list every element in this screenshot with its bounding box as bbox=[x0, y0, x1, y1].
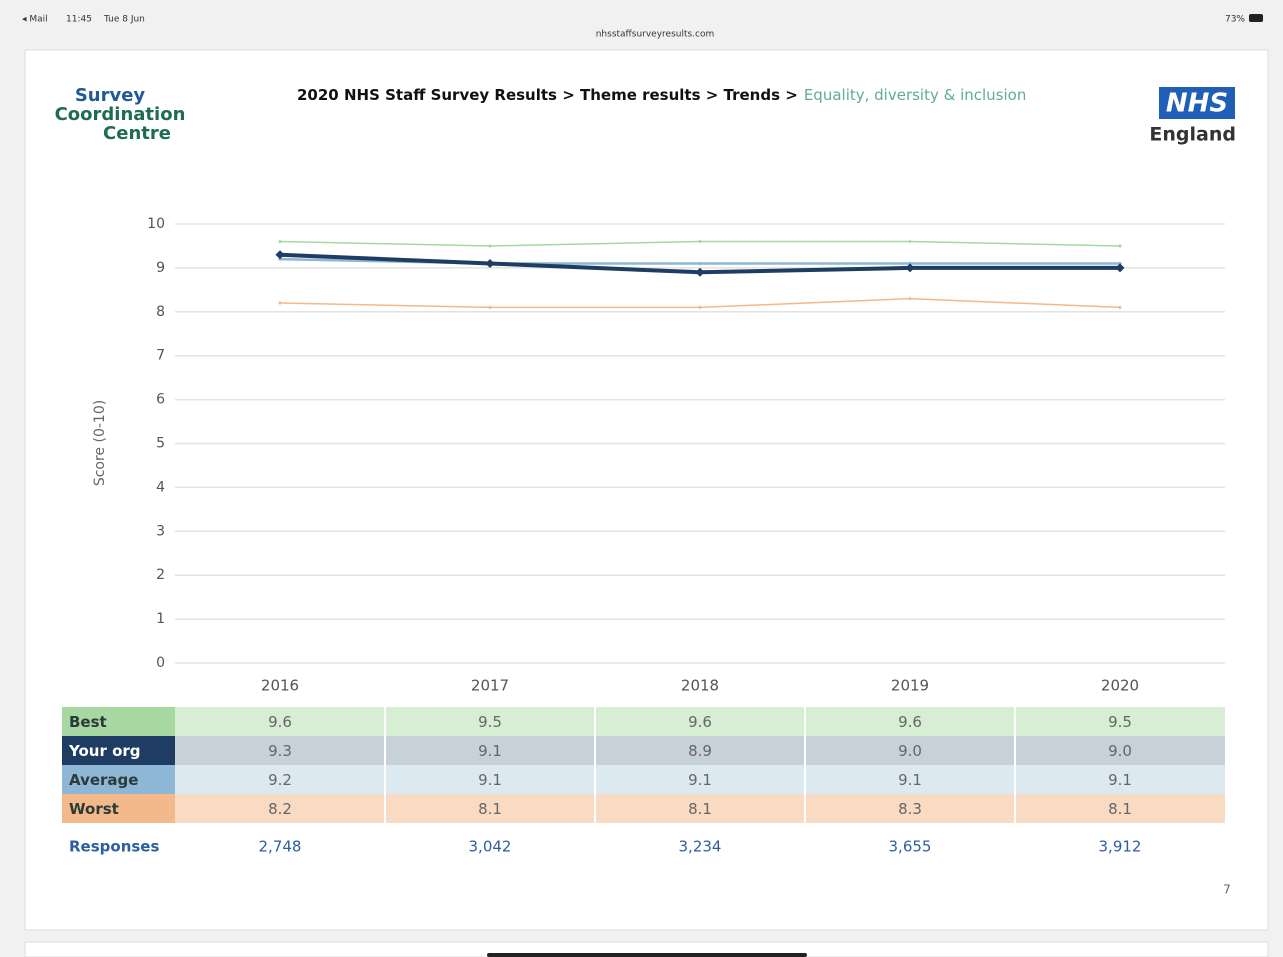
table-value: 8.1 bbox=[478, 800, 502, 818]
y-tick-label: 1 bbox=[156, 611, 165, 627]
breadcrumb-current: Equality, diversity & inclusion bbox=[804, 86, 1027, 104]
series-marker bbox=[698, 261, 702, 266]
x-tick-label: 2020 bbox=[1101, 677, 1139, 695]
url[interactable]: nhsstaffsurveyresults.com bbox=[596, 30, 715, 40]
responses-value: 3,912 bbox=[1099, 838, 1142, 856]
status-time: 11:45 bbox=[66, 15, 92, 25]
table-value: 8.2 bbox=[268, 800, 292, 818]
status-app[interactable]: ◂ Mail bbox=[22, 15, 48, 25]
legend-swatch bbox=[62, 794, 175, 823]
y-tick-label: 8 bbox=[156, 304, 165, 320]
responses-value: 3,234 bbox=[679, 838, 722, 856]
nhs-logo: NHS bbox=[1166, 89, 1228, 119]
series-marker bbox=[1118, 243, 1122, 248]
table-value: 9.5 bbox=[1108, 713, 1132, 731]
table-value: 9.6 bbox=[688, 713, 712, 731]
legend-swatch bbox=[62, 765, 175, 794]
row-background bbox=[175, 794, 1225, 823]
series-marker bbox=[485, 259, 495, 269]
nhs-logo-box bbox=[1159, 87, 1235, 119]
responses-value: 3,042 bbox=[469, 838, 512, 856]
y-tick-label: 2 bbox=[156, 567, 165, 583]
row-background bbox=[175, 736, 1225, 765]
table-value: 9.5 bbox=[478, 713, 502, 731]
y-tick-label: 5 bbox=[156, 436, 165, 452]
legend-swatch bbox=[62, 707, 175, 736]
status-date: Tue 8 Jun bbox=[103, 15, 145, 25]
table-value: 9.3 bbox=[268, 742, 292, 760]
table-value: 8.1 bbox=[688, 800, 712, 818]
logo-line: Coordination bbox=[55, 104, 186, 125]
y-tick-label: 7 bbox=[156, 348, 165, 364]
responses-value: 2,748 bbox=[259, 838, 302, 856]
y-tick-label: 10 bbox=[147, 216, 165, 232]
legend-label: Average bbox=[69, 771, 138, 789]
table-value: 9.6 bbox=[268, 713, 292, 731]
table-value: 8.1 bbox=[1108, 800, 1132, 818]
table-value: 9.2 bbox=[268, 771, 292, 789]
table-value: 9.1 bbox=[1108, 771, 1132, 789]
series-marker bbox=[488, 243, 492, 248]
table-value: 9.1 bbox=[478, 742, 502, 760]
x-tick-label: 2018 bbox=[681, 677, 719, 695]
table-value: 9.1 bbox=[688, 771, 712, 789]
series-marker bbox=[695, 267, 705, 277]
series-marker bbox=[488, 305, 492, 310]
table-value: 8.3 bbox=[898, 800, 922, 818]
breadcrumb-path[interactable]: 2020 NHS Staff Survey Results > Theme re… bbox=[297, 86, 798, 104]
y-tick-label: 4 bbox=[156, 479, 165, 495]
nhs-logo-sub: England bbox=[1149, 124, 1236, 146]
legend-label: Worst bbox=[69, 800, 119, 818]
legend-label: Your org bbox=[68, 742, 141, 760]
x-tick-label: 2016 bbox=[261, 677, 299, 695]
breadcrumb: 2020 NHS Staff Survey Results > Theme re… bbox=[297, 86, 1026, 104]
table-value: 9.0 bbox=[898, 742, 922, 760]
page-number: 7 bbox=[1223, 883, 1231, 897]
responses-label: Responses bbox=[69, 838, 159, 856]
logo-line: Survey bbox=[75, 85, 146, 106]
row-background bbox=[175, 707, 1225, 736]
table-value: 9.1 bbox=[898, 771, 922, 789]
series-marker bbox=[1115, 263, 1125, 273]
table-value: 9.1 bbox=[478, 771, 502, 789]
home-indicator bbox=[487, 953, 807, 957]
series-marker bbox=[275, 250, 285, 260]
series-marker bbox=[908, 239, 912, 244]
legend-swatch bbox=[62, 736, 175, 765]
x-tick-label: 2019 bbox=[891, 677, 929, 695]
battery-icon bbox=[1249, 14, 1263, 22]
y-tick-label: 9 bbox=[156, 260, 165, 276]
y-tick-label: 0 bbox=[156, 655, 165, 671]
next-page-card bbox=[24, 941, 1269, 957]
table-value: 9.6 bbox=[898, 713, 922, 731]
row-background bbox=[175, 765, 1225, 794]
logo-line: Centre bbox=[103, 123, 171, 144]
series-marker bbox=[698, 239, 702, 244]
y-tick-label: 3 bbox=[156, 523, 165, 539]
series-marker bbox=[1118, 305, 1122, 310]
table-value: 9.0 bbox=[1108, 742, 1132, 760]
series-marker bbox=[698, 305, 702, 310]
table-value: 8.9 bbox=[688, 742, 712, 760]
series-marker bbox=[278, 239, 282, 244]
legend-label: Best bbox=[69, 713, 107, 731]
y-tick-label: 6 bbox=[156, 392, 165, 408]
series-marker bbox=[905, 263, 915, 273]
x-tick-label: 2017 bbox=[471, 677, 509, 695]
responses-value: 3,655 bbox=[889, 838, 932, 856]
y-axis-label: Score (0-10) bbox=[92, 400, 108, 486]
series-marker bbox=[908, 296, 912, 301]
series-marker bbox=[278, 301, 282, 306]
battery: 73% bbox=[1225, 15, 1245, 25]
